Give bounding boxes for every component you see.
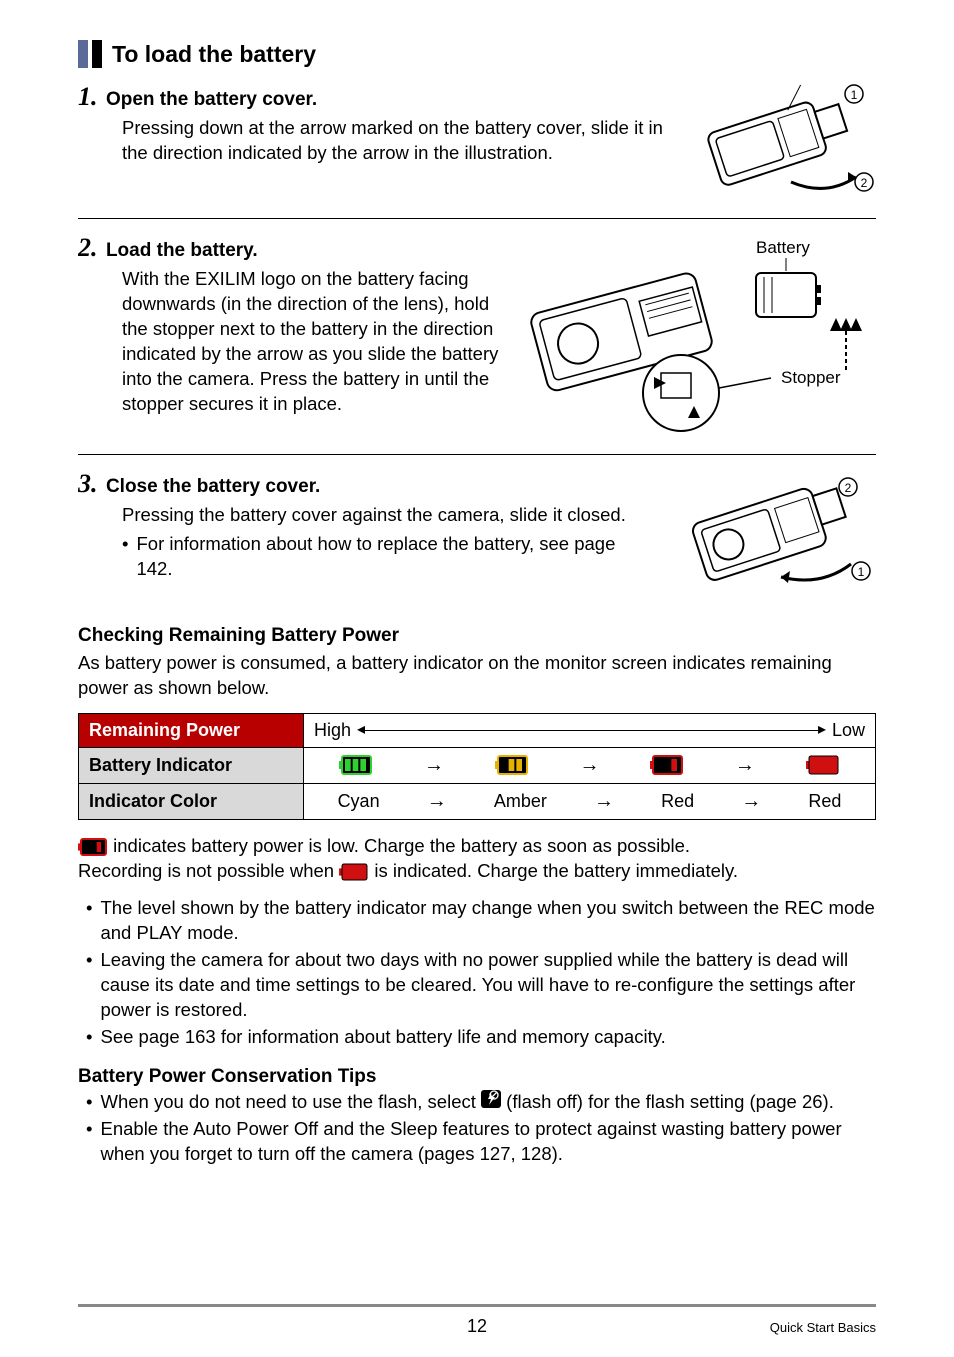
- list-item: • When you do not need to use the flash,…: [78, 1090, 876, 1116]
- tip1-a: When you do not need to use the flash, s…: [100, 1091, 481, 1112]
- list-item: •The level shown by the battery indicato…: [78, 896, 876, 946]
- step-1: 1 2 1. Open the battery cover. Pressing …: [78, 82, 876, 212]
- section-heading: To load the battery: [78, 40, 876, 68]
- list-item: •Enable the Auto Power Off and the Sleep…: [78, 1117, 876, 1167]
- heading-bars-icon: [78, 40, 102, 68]
- arrow-icon: →: [579, 754, 599, 777]
- list-item: •See page 163 for information about batt…: [78, 1025, 876, 1050]
- indicator-cell: → → →: [304, 747, 876, 783]
- indicator-color-value: Red: [661, 791, 694, 812]
- battery-low-icon: [78, 838, 108, 856]
- table-row-indicator: Battery Indicator → → →: [79, 747, 876, 783]
- divider: [78, 218, 876, 219]
- tips-heading: Battery Power Conservation Tips: [78, 1066, 876, 1088]
- check-body: As battery power is consumed, a battery …: [78, 651, 876, 701]
- arrow-icon: →: [735, 754, 755, 777]
- svg-text:2: 2: [845, 481, 852, 495]
- range-line-icon: [365, 730, 818, 731]
- list-item: •Leaving the camera for about two days w…: [78, 948, 876, 1023]
- section-title: To load the battery: [112, 41, 316, 68]
- flash-off-icon: [481, 1090, 501, 1115]
- row-header-indicator: Battery Indicator: [79, 747, 304, 783]
- battery-indicator-icon: [339, 755, 373, 775]
- step-2-illustration: Battery Stopper: [516, 233, 876, 438]
- arrow-icon: →: [741, 790, 761, 813]
- after-table-line1: indicates battery power is low. Charge t…: [113, 835, 690, 856]
- step-2-title: Load the battery.: [106, 240, 258, 261]
- row-header-power: Remaining Power: [79, 713, 304, 747]
- step-3-illustration: 2 1: [676, 469, 876, 599]
- svg-text:1: 1: [858, 565, 865, 579]
- step-1-title: Open the battery cover.: [106, 89, 317, 110]
- step-1-illustration: 1 2: [696, 82, 876, 202]
- indicator-color-value: Amber: [494, 791, 547, 812]
- svg-text:1: 1: [851, 88, 858, 102]
- step-1-number: 1.: [78, 82, 98, 111]
- after-table-line2b: is indicated. Charge the battery immedia…: [374, 860, 738, 881]
- arrow-icon: →: [427, 790, 447, 813]
- arrow-icon: →: [594, 790, 614, 813]
- table-row-power: Remaining Power High Low: [79, 713, 876, 747]
- tips-list: • When you do not need to use the flash,…: [78, 1090, 876, 1168]
- battery-indicator-icon: [806, 755, 840, 775]
- stopper-label: Stopper: [781, 368, 841, 387]
- indicator-color-value: Cyan: [338, 791, 380, 812]
- svg-text:2: 2: [861, 176, 868, 190]
- high-label: High: [314, 720, 351, 741]
- arrow-icon: →: [424, 754, 444, 777]
- notes-list: •The level shown by the battery indicato…: [78, 896, 876, 1050]
- step-2-number: 2.: [78, 233, 98, 262]
- indicator-color-value: Red: [808, 791, 841, 812]
- step-2-body: With the EXILIM logo on the battery faci…: [122, 267, 512, 417]
- step-3-number: 3.: [78, 469, 98, 498]
- footer-section: Quick Start Basics: [770, 1320, 876, 1335]
- page-footer: 12 Quick Start Basics: [0, 1316, 954, 1337]
- battery-empty-icon: [339, 863, 369, 881]
- battery-table: Remaining Power High Low Battery Indicat…: [78, 713, 876, 820]
- footer-divider: [78, 1304, 876, 1307]
- color-cell: Cyan → Amber → Red → Red: [304, 783, 876, 819]
- row-header-color: Indicator Color: [79, 783, 304, 819]
- step-3-title: Close the battery cover.: [106, 476, 320, 497]
- power-range-cell: High Low: [304, 713, 876, 747]
- step-3-sub-bullet: • For information about how to replace t…: [122, 532, 642, 582]
- divider: [78, 454, 876, 455]
- step-3-sub: For information about how to replace the…: [136, 532, 642, 582]
- table-row-color: Indicator Color Cyan → Amber → Red → Red: [79, 783, 876, 819]
- bullet-dot: •: [122, 532, 128, 582]
- after-table-text: indicates battery power is low. Charge t…: [78, 834, 876, 884]
- battery-indicator-icon: [650, 755, 684, 775]
- check-heading: Checking Remaining Battery Power: [78, 625, 876, 647]
- battery-label: Battery: [756, 238, 810, 257]
- battery-indicator-icon: [495, 755, 529, 775]
- low-label: Low: [832, 720, 865, 741]
- step-3: 2 1 3. Close the battery cover. Pressing…: [78, 469, 876, 609]
- step-3-body: Pressing the battery cover against the c…: [122, 503, 642, 528]
- tip1-b: (flash off) for the flash setting (page …: [506, 1091, 834, 1112]
- step-2: Battery Stopper 2. Load the battery. Wit…: [78, 233, 876, 448]
- after-table-line2a: Recording is not possible when: [78, 860, 339, 881]
